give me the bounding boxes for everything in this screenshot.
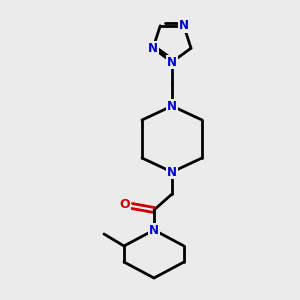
- Text: N: N: [148, 42, 158, 55]
- Text: N: N: [167, 166, 177, 178]
- Text: N: N: [179, 19, 189, 32]
- Text: N: N: [167, 100, 177, 112]
- Text: N: N: [167, 56, 177, 68]
- Text: O: O: [120, 197, 130, 211]
- Text: N: N: [149, 224, 159, 236]
